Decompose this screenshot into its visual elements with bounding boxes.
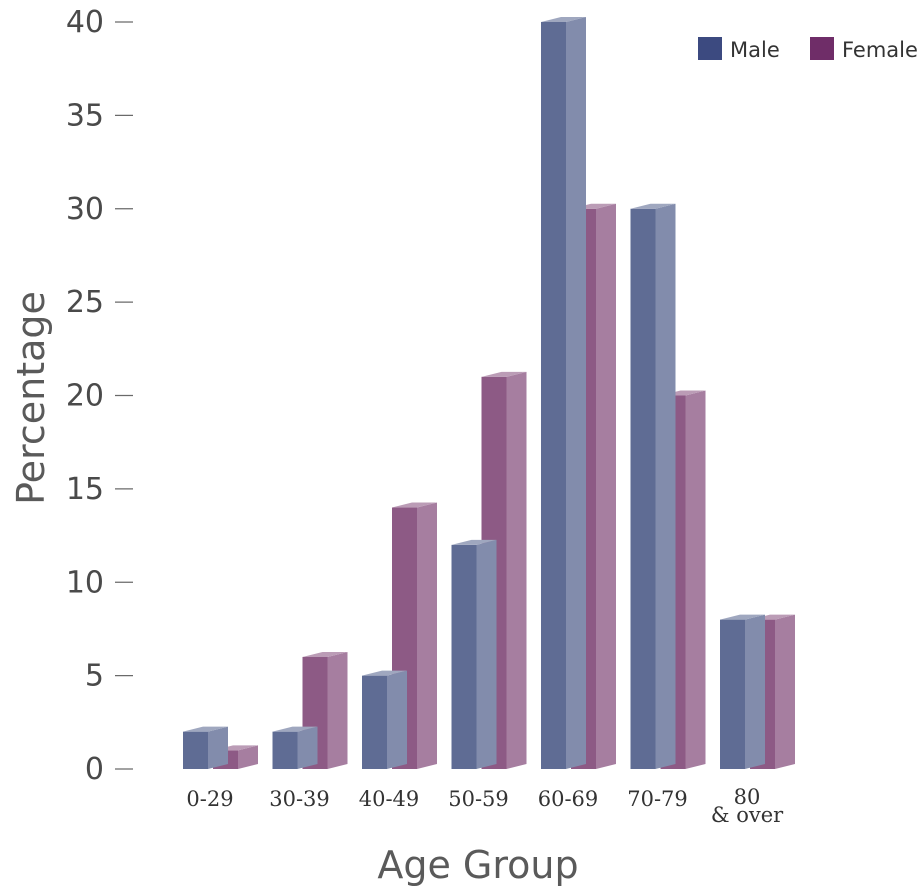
legend-label-male: Male [730,38,780,62]
bar-male-1 [183,726,228,769]
bar-male-2 [272,726,318,769]
bar-front-face [183,731,208,769]
bar-male-4 [451,539,497,769]
y-tick-label: 10 [66,565,104,600]
bar-top-face [272,726,318,732]
y-tick-label: 0 [85,752,104,787]
bar-side-face [775,614,795,769]
legend: Male Female [698,37,918,62]
x-axis-title: Age Group [377,843,578,886]
bar-side-face [566,17,586,769]
y-axis-title: Percentage [9,291,53,505]
x-tick-label: 80 & over [711,785,784,827]
bar-side-face [596,203,616,769]
bar-side-face [417,502,437,769]
x-tick-label: 50-59 [448,787,509,811]
legend-label-female: Female [842,38,918,62]
legend-swatch-male [698,37,722,60]
bar-top-face [630,203,676,209]
bar-front-face [362,675,387,769]
y-tick-label: 35 [66,98,104,133]
x-tick-label: 30-39 [269,787,330,811]
y-tick-label: 20 [66,379,104,414]
bar-male-6 [630,203,676,769]
bar-front-face [720,619,745,769]
bar-top-face [362,670,407,676]
bar-front-face [451,544,477,769]
bar-side-face [238,745,258,769]
y-tick-label: 40 [66,5,104,40]
x-tick-label: 70-79 [627,787,688,811]
x-tick-label: 60-69 [538,787,599,811]
bar-male-5 [541,17,586,769]
y-tick-label: 30 [66,192,104,227]
bar-front-face [272,731,298,769]
bar-side-face [208,726,228,769]
bar-side-face [476,539,497,769]
y-tick-label: 25 [66,285,104,320]
bar-top-face [541,17,586,22]
bar-top-face [720,614,765,620]
bar-side-face [745,614,765,769]
bar-side-face [506,371,527,769]
bars [183,17,795,769]
legend-swatch-female [810,37,834,60]
bar-side-face [685,390,706,769]
bar-side-face [387,670,407,769]
bar-top-face [451,539,497,545]
bar-top-face [302,651,348,657]
bar-front-face [630,208,656,769]
bar-side-face [327,651,348,769]
bar-top-face [183,726,228,732]
y-tick-label: 15 [66,472,104,507]
bar-side-face [655,203,676,769]
bar-side-face [297,726,318,769]
bar-male-7 [720,614,765,769]
bar-top-face [481,371,527,377]
y-axis: 0 5 10 15 20 25 30 35 40 [66,5,133,787]
bar-front-face [541,22,566,769]
bar-male-3 [362,670,407,769]
x-axis-labels: 0-29 30-39 40-49 50-59 60-69 70-79 80 & over [186,785,784,827]
bar-top-face [392,502,437,508]
x-tick-label: 0-29 [186,787,233,811]
x-tick-label: 40-49 [359,787,420,811]
y-tick-label: 5 [85,659,104,694]
